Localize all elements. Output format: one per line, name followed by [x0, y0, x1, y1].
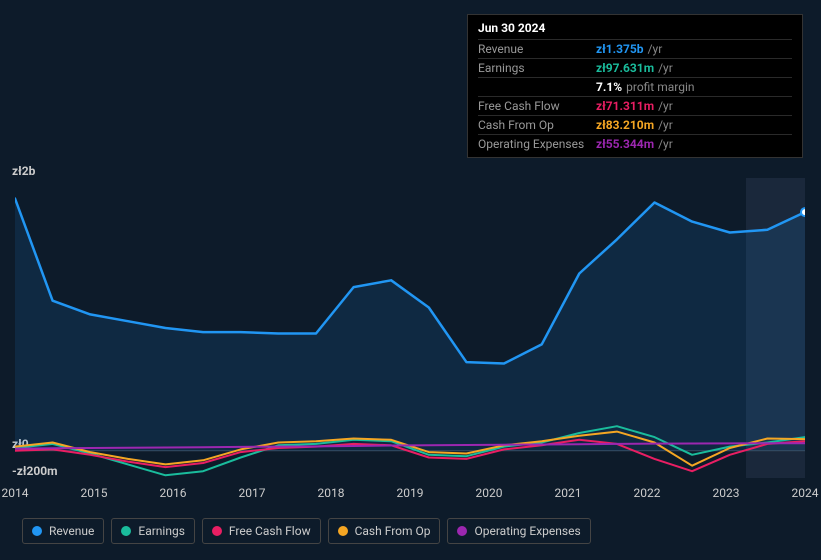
tooltip-row-value: zł55.344m — [596, 137, 654, 151]
tooltip-row-label: Revenue — [478, 42, 596, 56]
tooltip-row-unit: profit margin — [626, 80, 694, 94]
series-fill — [15, 199, 805, 451]
tooltip-row-value: zł83.210m — [596, 118, 654, 132]
legend-dot-icon — [121, 526, 131, 536]
legend-dot-icon — [212, 526, 222, 536]
chart-legend: Revenue Earnings Free Cash Flow Cash From O… — [22, 518, 591, 544]
x-axis-tick-label: 2019 — [397, 486, 424, 500]
x-axis-tick-label: 2014 — [2, 486, 29, 500]
legend-item[interactable]: Revenue — [22, 518, 104, 544]
tooltip-row-value: zł97.631m — [596, 61, 654, 75]
tooltip-row: Operating Expenseszł55.344m/yr — [478, 134, 792, 153]
financial-chart[interactable] — [15, 178, 805, 478]
tooltip-row: Cash From Opzł83.210m/yr — [478, 115, 792, 134]
x-axis-tick-label: 2020 — [476, 486, 503, 500]
x-axis-tick-label: 2016 — [160, 486, 187, 500]
tooltip-row-unit: /yr — [658, 118, 673, 132]
x-axis-tick-label: 2022 — [634, 486, 661, 500]
tooltip-row-unit: /yr — [658, 137, 673, 151]
legend-item[interactable]: Free Cash Flow — [202, 518, 321, 544]
tooltip-row-value: zł71.311m — [596, 99, 654, 113]
legend-item-label: Revenue — [49, 524, 94, 538]
x-axis-tick-label: 2023 — [713, 486, 740, 500]
legend-item-label: Free Cash Flow — [229, 524, 311, 538]
tooltip-row: Earningszł97.631m/yr — [478, 58, 792, 77]
legend-dot-icon — [338, 526, 348, 536]
tooltip-row-label: Free Cash Flow — [478, 99, 596, 113]
x-axis-tick-label: 2015 — [81, 486, 108, 500]
tooltip-row-label: Cash From Op — [478, 118, 596, 132]
tooltip-row-unit: /yr — [658, 99, 673, 113]
x-axis-tick-label: 2021 — [555, 486, 582, 500]
tooltip-row-label: Earnings — [478, 61, 596, 75]
tooltip-row-value: zł1.375b — [596, 42, 644, 56]
legend-dot-icon — [457, 526, 467, 536]
series-marker — [801, 208, 805, 216]
tooltip-row: Revenuezł1.375b/yr — [478, 39, 792, 58]
tooltip-row: 7.1% profit margin — [478, 77, 792, 96]
legend-dot-icon — [32, 526, 42, 536]
tooltip-row-label: Operating Expenses — [478, 137, 596, 151]
tooltip-row: Free Cash Flowzł71.311m/yr — [478, 96, 792, 115]
legend-item[interactable]: Earnings — [111, 518, 195, 544]
legend-item-label: Operating Expenses — [474, 524, 580, 538]
tooltip-row-unit: /yr — [648, 42, 663, 56]
x-axis-tick-label: 2017 — [239, 486, 266, 500]
tooltip-row-unit: /yr — [658, 61, 673, 75]
tooltip-row-label — [478, 80, 596, 94]
legend-item-label: Earnings — [138, 524, 185, 538]
x-axis-tick-label: 2018 — [318, 486, 345, 500]
tooltip-date: Jun 30 2024 — [478, 21, 792, 39]
tooltip-row-value: 7.1% — [596, 80, 622, 94]
legend-item[interactable]: Operating Expenses — [447, 518, 590, 544]
legend-item[interactable]: Cash From Op — [328, 518, 441, 544]
y-axis-tick-label: zł2b — [12, 164, 35, 178]
legend-item-label: Cash From Op — [355, 524, 431, 538]
x-axis-tick-label: 2024 — [792, 486, 819, 500]
chart-tooltip: Jun 30 2024 Revenuezł1.375b/yrEarningszł… — [467, 14, 803, 158]
